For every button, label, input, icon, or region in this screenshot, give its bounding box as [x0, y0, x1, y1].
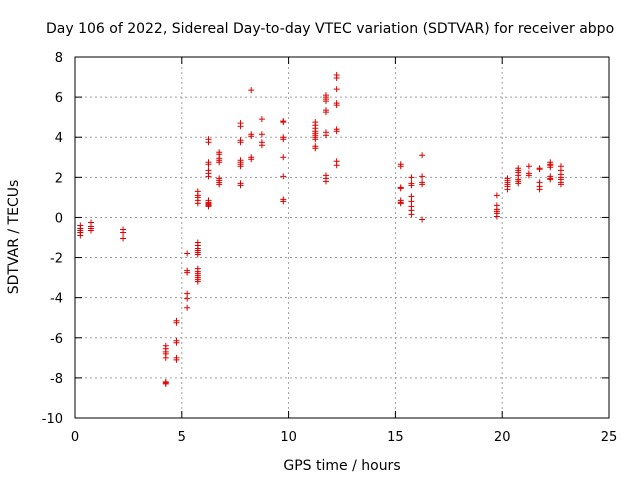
data-point: [162, 354, 169, 361]
y-tick-label: 4: [55, 131, 63, 146]
data-point: [322, 178, 329, 185]
data-point: [173, 339, 180, 346]
data-point: [248, 156, 255, 163]
y-tick-label: -10: [42, 412, 63, 427]
data-point: [525, 172, 532, 179]
data-point: [258, 131, 265, 138]
data-point: [194, 200, 201, 207]
data-point: [408, 211, 415, 218]
data-point: [184, 250, 191, 257]
y-tick-label: -6: [50, 332, 63, 347]
data-point: [504, 186, 511, 193]
data-point: [216, 159, 223, 166]
data-point: [194, 251, 201, 258]
data-point: [248, 87, 255, 94]
data-point: [536, 166, 543, 173]
y-tick-label: 0: [55, 211, 63, 226]
data-point: [493, 213, 500, 220]
data-point: [237, 139, 244, 146]
data-point: [397, 200, 404, 207]
y-tick-label: -2: [50, 252, 63, 267]
data-point: [248, 133, 255, 140]
data-point: [173, 319, 180, 326]
x-tick-label: 20: [494, 430, 511, 445]
data-point: [333, 102, 340, 109]
data-point: [322, 132, 329, 139]
x-tick-label: 10: [280, 430, 297, 445]
data-point: [408, 193, 415, 200]
data-point: [205, 161, 212, 168]
data-point: [557, 181, 564, 188]
data-point: [547, 164, 554, 171]
data-point: [184, 295, 191, 302]
data-point: [493, 192, 500, 199]
x-tick-label: 15: [387, 430, 404, 445]
data-point: [205, 173, 212, 180]
data-point: [280, 173, 287, 180]
x-tick-label: 5: [178, 430, 186, 445]
data-point: [322, 109, 329, 116]
data-point: [120, 235, 127, 242]
x-tick-label: 0: [71, 430, 79, 445]
data-point: [184, 290, 191, 297]
data-point: [280, 198, 287, 205]
data-point: [525, 163, 532, 170]
data-point: [77, 232, 84, 239]
y-tick-label: 2: [55, 171, 63, 186]
y-tick-label: 8: [55, 51, 63, 66]
data-point: [333, 86, 340, 93]
data-point: [194, 278, 201, 285]
data-point: [547, 176, 554, 183]
x-axis-label: GPS time / hours: [283, 458, 400, 474]
data-point: [280, 154, 287, 161]
y-axis-label: SDTVAR / TECUs: [6, 180, 22, 295]
data-point: [120, 229, 127, 236]
chart-title: Day 106 of 2022, Sidereal Day-to-day VTE…: [46, 21, 614, 37]
y-tick-label: 6: [55, 91, 63, 106]
data-point: [205, 203, 212, 210]
plot-frame: [74, 56, 610, 419]
data-point: [184, 269, 191, 276]
data-point: [397, 185, 404, 192]
data-point: [280, 119, 287, 126]
data-point: [333, 162, 340, 169]
data-point: [237, 123, 244, 130]
data-point: [515, 180, 522, 187]
data-point: [184, 304, 191, 311]
data-point: [419, 181, 426, 188]
data-point: [280, 136, 287, 143]
x-tick-label: 25: [601, 430, 618, 445]
data-point: [237, 182, 244, 189]
data-point: [333, 75, 340, 82]
data-point: [419, 152, 426, 159]
data-point: [205, 139, 212, 146]
y-tick-label: -4: [50, 292, 63, 307]
data-point: [419, 216, 426, 223]
data-point: [312, 145, 319, 152]
data-point: [397, 163, 404, 170]
y-tick-label: -8: [50, 372, 63, 387]
data-point: [419, 173, 426, 180]
data-point: [216, 181, 223, 188]
x-tick-labels: 0 5 10 15 20 25: [71, 430, 617, 445]
data-points: [77, 72, 564, 387]
data-point: [408, 182, 415, 189]
data-point: [173, 356, 180, 363]
data-point: [536, 186, 543, 193]
axis-ticks: [74, 56, 610, 419]
data-point: [162, 380, 169, 387]
data-point: [312, 136, 319, 143]
data-point: [408, 198, 415, 205]
y-tick-labels: -10 -8 -6 -4 -2 0 2 4 6 8: [42, 51, 63, 427]
data-point: [333, 128, 340, 135]
data-point: [322, 98, 329, 105]
data-point: [88, 227, 95, 234]
grid: [75, 57, 609, 418]
data-point: [258, 142, 265, 149]
data-point: [408, 174, 415, 181]
data-point: [237, 163, 244, 170]
data-point: [258, 116, 265, 123]
